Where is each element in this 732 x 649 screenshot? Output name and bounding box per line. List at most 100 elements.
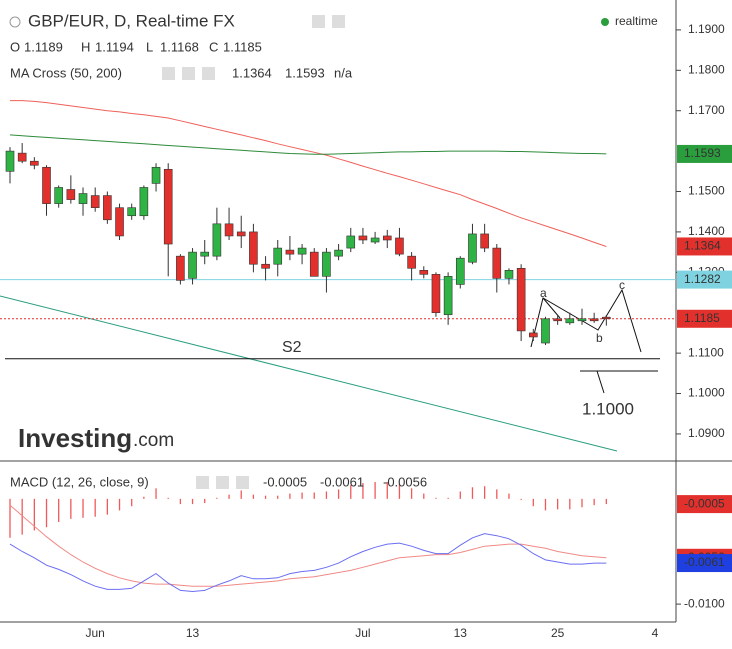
candle-body: [261, 263, 270, 269]
icon[interactable]: [196, 476, 209, 489]
candle-body: [103, 195, 112, 221]
y-tick-label: 1.1700: [688, 103, 725, 117]
candle-body: [346, 235, 356, 249]
indicator-value: -0.0056: [383, 474, 427, 489]
y-tick-label: 1.1500: [688, 184, 725, 198]
x-tick-label: 25: [551, 626, 565, 640]
candle-body: [553, 318, 562, 322]
signal-line: [9, 504, 607, 587]
candle-body: [504, 269, 514, 279]
price-tag-label: 1.1185: [684, 311, 720, 325]
candle-body: [602, 316, 611, 320]
y-tick-label: 1.1100: [688, 345, 724, 359]
price-tag-label: -0.0061: [684, 555, 725, 569]
indicator-value: -0.0005: [263, 474, 307, 489]
candle-body: [407, 255, 416, 269]
status: realtime: [615, 14, 658, 28]
candle-body: [54, 187, 63, 204]
candle-body: [285, 249, 295, 255]
price-tag: [677, 554, 732, 573]
icon[interactable]: [312, 15, 325, 28]
ma-line: [9, 134, 607, 155]
candle-body: [249, 231, 258, 265]
candle-body: [297, 247, 307, 255]
watermark: .com: [133, 430, 174, 451]
wave-drawing: [542, 297, 561, 319]
price-tag: [677, 270, 732, 289]
icon: [9, 16, 21, 28]
indicator-value: n/a: [334, 65, 353, 80]
x-tick-label: 13: [454, 626, 468, 640]
candle-body: [589, 318, 599, 322]
icon[interactable]: [202, 67, 215, 80]
price-tag-label: 1.1364: [684, 239, 721, 253]
ohlc-value: 1.1185: [223, 39, 262, 54]
candle-body: [224, 223, 234, 237]
candle-body: [395, 237, 404, 255]
ohlc-label: O: [10, 39, 20, 54]
y-tick-label: 1.1800: [688, 62, 725, 76]
header: GBP/EUR, D, Real-time FX realtime MA Cro…: [9, 11, 658, 489]
candle-body: [334, 249, 343, 257]
candle-body: [322, 251, 331, 277]
price-tag: [677, 144, 732, 163]
candle-body: [78, 193, 88, 204]
candle-body: [516, 267, 526, 332]
y-tick-label: 1.0900: [688, 426, 725, 440]
price-tag-label: 1.1282: [684, 272, 721, 286]
icon[interactable]: [236, 476, 249, 489]
candle-body: [42, 166, 51, 204]
x-tick-label: 4: [652, 626, 659, 640]
icon[interactable]: [162, 67, 175, 80]
icon[interactable]: [216, 476, 229, 489]
x-tick-label: 13: [186, 626, 200, 640]
target-label: 1.1000: [582, 399, 634, 418]
ohlc-value: 1.1168: [160, 39, 199, 54]
price-tag-label: -0.0005: [684, 496, 725, 510]
candle-body: [358, 235, 368, 241]
y-tick-label: -0.0100: [684, 596, 725, 610]
indicator-value: -0.0061: [320, 474, 364, 489]
candle-body: [492, 247, 502, 279]
indicator-value: 1.1593: [285, 65, 325, 80]
ohlc-label: H: [81, 39, 90, 54]
candle-body: [273, 247, 283, 265]
candle-body: [127, 207, 136, 217]
candle-body: [431, 274, 441, 314]
candle-body: [443, 276, 453, 316]
candle-body: [577, 318, 587, 322]
ohlc-value: 1.1189: [24, 39, 63, 54]
wave-label: b: [596, 331, 603, 345]
candle-body: [176, 255, 185, 281]
candle-body: [90, 195, 100, 208]
wave-drawing: [530, 288, 642, 353]
candle-body: [5, 150, 15, 172]
icon[interactable]: [182, 67, 195, 80]
candle-body: [212, 223, 222, 257]
candle-body: [139, 187, 149, 217]
candle-body: [151, 166, 161, 184]
macd-line: [9, 533, 607, 593]
candle-body: [236, 231, 246, 237]
candle-body: [455, 257, 465, 285]
indicator-name: MA Cross (50, 200): [10, 65, 122, 80]
icon[interactable]: [332, 15, 345, 28]
candle-body: [382, 235, 392, 241]
status-dot: [601, 18, 609, 26]
wave-label: a: [540, 286, 547, 300]
ohlc-label: L: [146, 39, 153, 54]
price-tag: [677, 495, 732, 514]
trend-line: [0, 295, 618, 452]
candle-body: [17, 152, 27, 162]
x-tick-label: Jul: [355, 626, 370, 640]
y-tick-label: 1.1000: [688, 386, 725, 400]
candle-body: [541, 318, 550, 344]
candle-body: [115, 207, 124, 237]
ohlc-label: C: [209, 39, 218, 54]
indicator-name: MACD (12, 26, close, 9): [10, 474, 149, 489]
candle-body: [468, 233, 477, 263]
price-tag: [677, 309, 732, 328]
candle-body: [188, 251, 197, 279]
price-tag-label: 1.1593: [684, 146, 721, 160]
